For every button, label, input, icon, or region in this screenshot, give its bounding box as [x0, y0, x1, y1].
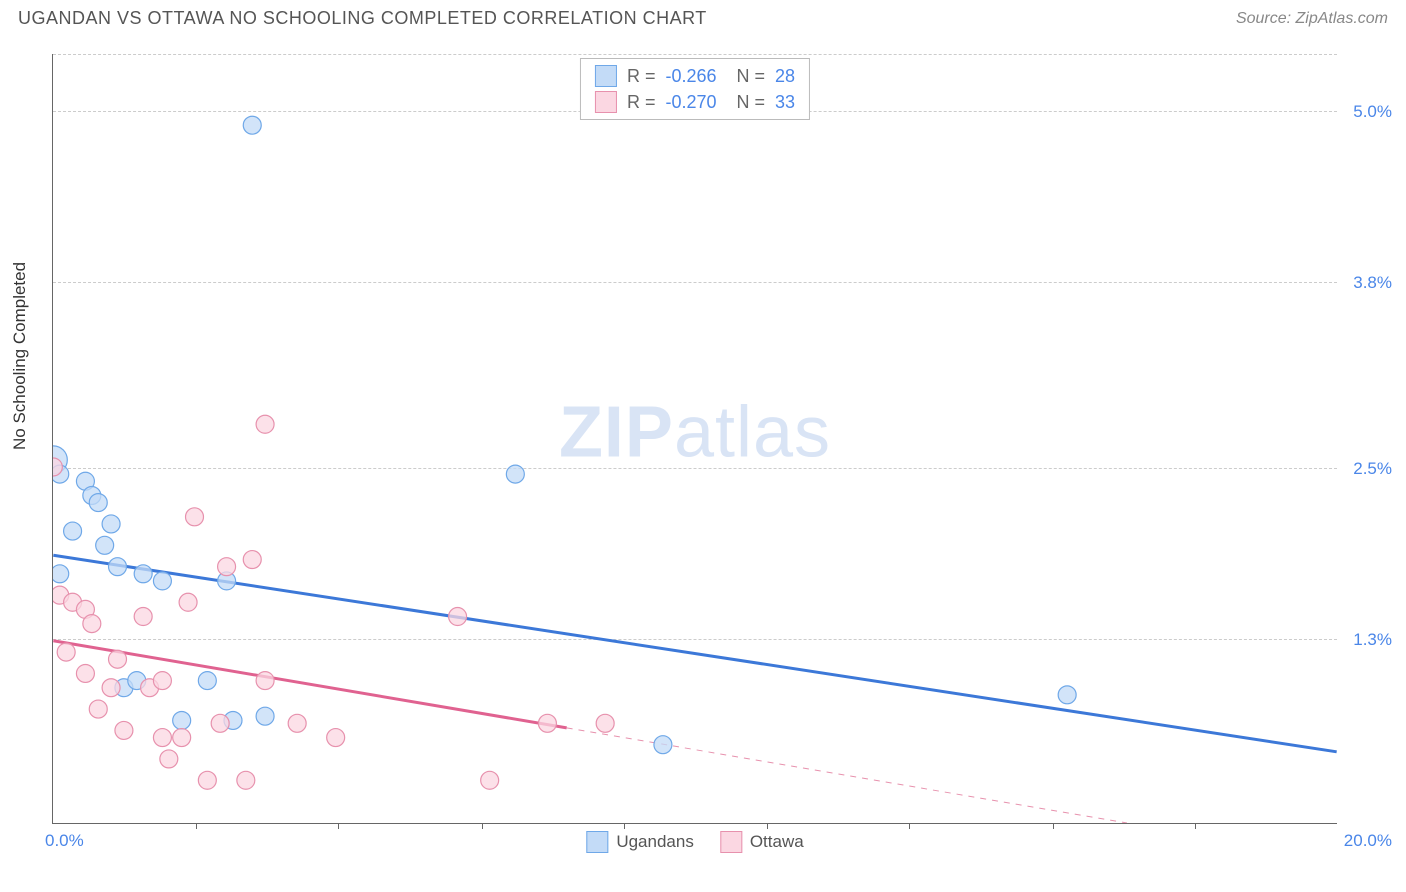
data-point	[596, 714, 614, 732]
x-tick	[767, 823, 768, 829]
series-legend: Ugandans Ottawa	[586, 831, 803, 853]
data-point	[481, 771, 499, 789]
data-point	[256, 415, 274, 433]
swatch-ottawa	[595, 91, 617, 113]
data-point	[211, 714, 229, 732]
data-point	[179, 593, 197, 611]
data-point	[173, 729, 191, 747]
x-tick	[624, 823, 625, 829]
data-point	[89, 494, 107, 512]
data-point	[506, 465, 524, 483]
data-point	[64, 522, 82, 540]
data-point	[115, 721, 133, 739]
data-point	[160, 750, 178, 768]
data-point	[134, 565, 152, 583]
chart-area: ZIPatlas 1.3%2.5%3.8%5.0% 0.0% 20.0% R =…	[52, 54, 1337, 824]
data-point	[153, 672, 171, 690]
data-point	[83, 615, 101, 633]
y-axis-title: No Schooling Completed	[10, 262, 30, 450]
data-point	[57, 643, 75, 661]
plot-svg	[53, 54, 1337, 823]
data-point	[198, 771, 216, 789]
swatch-ugandans	[595, 65, 617, 87]
x-tick	[1053, 823, 1054, 829]
data-point	[288, 714, 306, 732]
x-tick	[909, 823, 910, 829]
data-point	[153, 572, 171, 590]
data-point	[327, 729, 345, 747]
x-tick	[196, 823, 197, 829]
x-tick	[1195, 823, 1196, 829]
data-point	[449, 608, 467, 626]
legend-row-ugandans: R = -0.266 N = 28	[595, 63, 795, 89]
data-point	[109, 558, 127, 576]
y-tick-label: 3.8%	[1353, 273, 1392, 293]
x-max-label: 20.0%	[1344, 831, 1392, 851]
data-point	[76, 664, 94, 682]
data-point	[89, 700, 107, 718]
data-point	[237, 771, 255, 789]
x-tick	[482, 823, 483, 829]
data-point	[153, 729, 171, 747]
data-point	[1058, 686, 1076, 704]
data-point	[538, 714, 556, 732]
legend-item-ugandans: Ugandans	[586, 831, 694, 853]
data-point	[218, 558, 236, 576]
chart-title: UGANDAN VS OTTAWA NO SCHOOLING COMPLETED…	[18, 8, 707, 29]
data-point	[198, 672, 216, 690]
source-label: Source: ZipAtlas.com	[1236, 10, 1388, 28]
y-tick-label: 1.3%	[1353, 630, 1392, 650]
data-point	[243, 116, 261, 134]
data-point	[53, 565, 69, 583]
y-tick-label: 5.0%	[1353, 102, 1392, 122]
y-tick-label: 2.5%	[1353, 459, 1392, 479]
data-point	[102, 679, 120, 697]
header: UGANDAN VS OTTAWA NO SCHOOLING COMPLETED…	[0, 0, 1406, 33]
data-point	[96, 536, 114, 554]
x-min-label: 0.0%	[45, 831, 84, 851]
data-point	[109, 650, 127, 668]
data-point	[256, 707, 274, 725]
x-tick	[338, 823, 339, 829]
data-point	[256, 672, 274, 690]
swatch-ottawa-icon	[720, 831, 742, 853]
data-point	[243, 551, 261, 569]
legend-item-ottawa: Ottawa	[720, 831, 804, 853]
data-point	[654, 736, 672, 754]
data-point	[173, 711, 191, 729]
trend-line	[53, 555, 1336, 752]
legend-row-ottawa: R = -0.270 N = 33	[595, 89, 795, 115]
swatch-ugandans-icon	[586, 831, 608, 853]
trend-line-dashed	[567, 728, 1127, 823]
data-point	[102, 515, 120, 533]
data-point	[186, 508, 204, 526]
correlation-legend: R = -0.266 N = 28 R = -0.270 N = 33	[580, 58, 810, 120]
data-point	[134, 608, 152, 626]
